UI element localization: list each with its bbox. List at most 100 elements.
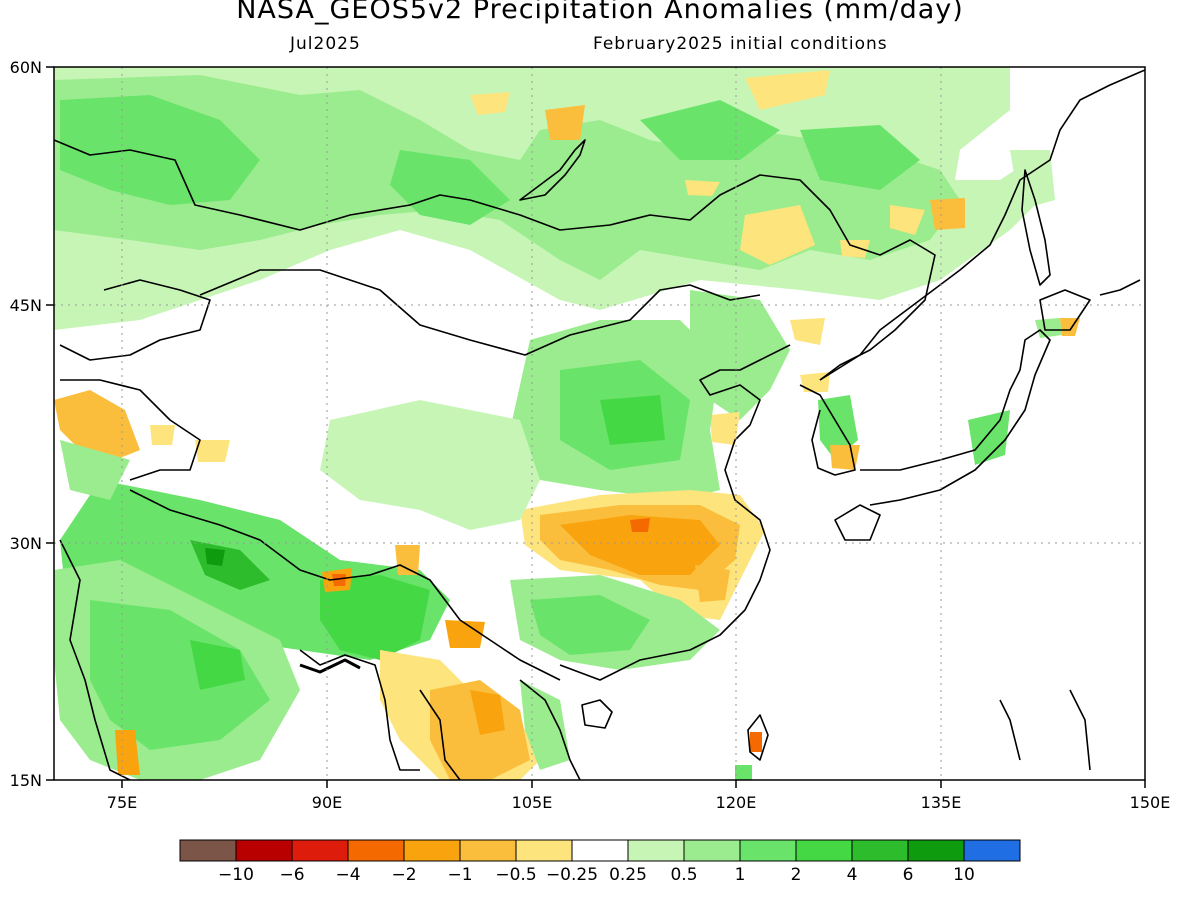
- colorbar-swatch: [851, 839, 909, 862]
- colorbar-swatch: [795, 839, 853, 862]
- anomaly-spot-yellow: [150, 425, 175, 445]
- island-honshu: [860, 329, 1051, 506]
- colorbar-swatch: [739, 839, 797, 862]
- initial-conditions: February2025 initial conditions: [593, 34, 888, 54]
- anomaly-region-north-mid: [60, 95, 260, 205]
- island-hokkaido: [1039, 289, 1091, 331]
- x-tick-label: 105E: [512, 793, 553, 812]
- colorbar-swatch: [683, 839, 741, 862]
- x-tick-label: 120E: [716, 793, 757, 812]
- colorbar-swatch: [571, 839, 629, 862]
- border-northern: [54, 139, 936, 381]
- anomaly-region-south-china-mid: [530, 595, 650, 655]
- coast-india-east: [299, 649, 420, 771]
- anomaly-region-yangtze-deep: [560, 515, 720, 575]
- border-central-asia: [59, 279, 211, 361]
- colorbar-label: −4: [335, 865, 360, 885]
- colorbar-swatch: [907, 839, 965, 862]
- colorbar-label: −10: [218, 865, 254, 885]
- colorbar-swatch: [291, 839, 349, 862]
- colorbar: −10 −6 −4 −2 −1 −0.5 −0.25 0.25 0.5 1 2 4 6 10: [179, 839, 1021, 885]
- x-tick-labels: 75E 90E 105E 120E 135E 150E: [107, 793, 1171, 812]
- anomaly-spot-orange: [750, 732, 762, 752]
- colorbar-swatch: [963, 839, 1021, 862]
- forecast-month: Jul2025: [290, 34, 361, 54]
- colorbar-swatch: [403, 839, 461, 862]
- colorbar-label: 2: [791, 865, 802, 885]
- colorbar-label: 4: [847, 865, 858, 885]
- coast-southeast-asia: [419, 679, 581, 780]
- island-taiwan: [747, 714, 769, 761]
- colorbar-swatch: [347, 839, 405, 862]
- anomaly-region-north-mid4: [800, 125, 920, 190]
- colorbar-label: 6: [903, 865, 914, 885]
- coast-korea: [799, 384, 856, 476]
- border-mongolia-south: [199, 269, 761, 356]
- y-tick-labels: 60N 45N 30N 15N: [10, 58, 42, 790]
- anomaly-spot-yellow: [890, 205, 925, 235]
- anomaly-spot-yellow: [800, 372, 830, 392]
- anomaly-field: [54, 67, 1145, 780]
- anomaly-spot-yellow: [930, 198, 965, 230]
- colorbar-label: −6: [279, 865, 304, 885]
- anomaly-spot-yellow: [710, 412, 740, 445]
- border-central-asia-2: [60, 379, 201, 481]
- anomaly-spot-yellow: [195, 440, 230, 462]
- anomaly-region-kashmir: [60, 440, 130, 500]
- anomaly-spot-yellow: [745, 70, 830, 110]
- coast-china: [559, 344, 791, 681]
- colorbar-label: 0.25: [609, 865, 647, 885]
- x-tick-label: 75E: [107, 793, 137, 812]
- colorbar-swatch: [179, 839, 237, 862]
- colorbar-swatch: [235, 839, 293, 862]
- island-hainan: [581, 699, 613, 729]
- kuril-islands: [1099, 279, 1141, 296]
- anomaly-region-north-green: [54, 75, 960, 280]
- anomaly-region-china-core: [600, 395, 665, 445]
- anomaly-region-tibet-light: [320, 400, 540, 530]
- colorbar-label: −1: [447, 865, 472, 885]
- colorbar-label: −2: [391, 865, 416, 885]
- anomaly-spot-yellow: [840, 240, 870, 258]
- anomaly-spot-orange: [445, 620, 485, 648]
- anomaly-spot-yellow: [470, 92, 510, 115]
- island-luzon: [999, 689, 1091, 771]
- anomaly-spot-green: [190, 640, 245, 690]
- tick-marks: [46, 66, 1146, 788]
- colorbar-swatch: [459, 839, 517, 862]
- anomaly-region-north-mid2: [390, 150, 510, 225]
- anomaly-spot-green: [735, 765, 752, 780]
- anomaly-spot-yellow: [830, 445, 860, 470]
- y-tick-label: 30N: [10, 534, 42, 553]
- anomaly-spot-yellow: [740, 205, 815, 265]
- island-sakhalin: [1021, 169, 1051, 286]
- colorbar-label: 1: [735, 865, 746, 885]
- anomaly-region-assam: [320, 575, 430, 660]
- anomaly-region-pakistan: [54, 390, 140, 460]
- anomaly-spot-yellow: [790, 318, 825, 345]
- y-tick-label: 60N: [10, 58, 42, 77]
- x-tick-label: 135E: [921, 793, 962, 812]
- lake-baikal: [519, 139, 586, 201]
- anomaly-spot-yellow: [545, 105, 585, 140]
- map-frame: [53, 66, 1146, 781]
- anomaly-region-japan: [968, 410, 1010, 465]
- y-tick-label: 15N: [10, 771, 42, 790]
- anomaly-spot-red: [630, 518, 650, 532]
- island-kyushu: [834, 504, 881, 541]
- anomaly-spot-darkgreen: [205, 548, 225, 566]
- coast-india: [59, 539, 131, 780]
- anomaly-spot-orange: [395, 545, 420, 575]
- colorbar-swatch: [627, 839, 685, 862]
- anomaly-region-india-mid: [90, 600, 270, 750]
- colorbar-label: 10: [953, 865, 975, 885]
- x-tick-label: 150E: [1130, 793, 1171, 812]
- colorbar-swatch: [515, 839, 573, 862]
- anomaly-spot-orange: [695, 565, 730, 602]
- anomaly-region-korea: [818, 395, 858, 460]
- anomaly-spot-yellow: [685, 180, 720, 196]
- border-himalaya: [129, 489, 561, 681]
- coast-bangladesh: [299, 658, 361, 674]
- colorbar-label: 0.5: [670, 865, 697, 885]
